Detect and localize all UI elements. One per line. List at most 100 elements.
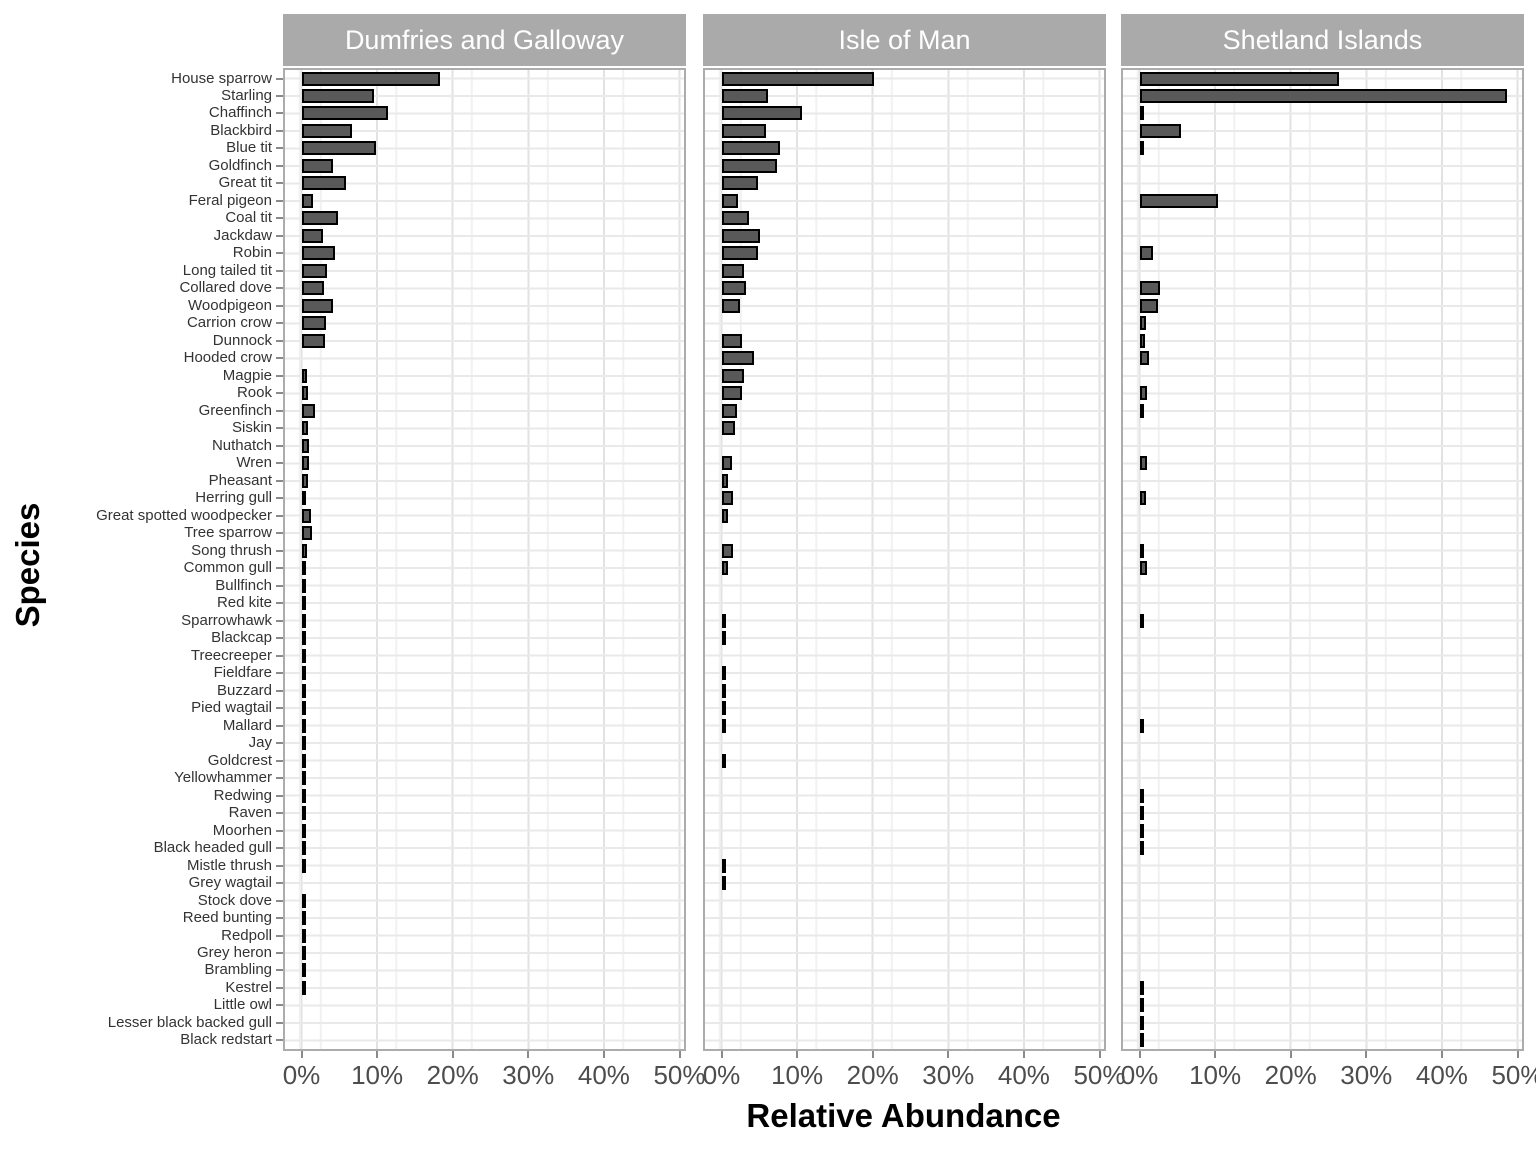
species-label: House sparrow	[171, 69, 272, 87]
species-label: Moorhen	[212, 821, 272, 839]
species-label: Redwing	[213, 786, 272, 804]
bar	[301, 596, 306, 611]
bar	[301, 508, 311, 523]
bar	[301, 141, 376, 156]
y-tick	[276, 969, 283, 972]
bar	[1139, 298, 1158, 313]
y-tick	[276, 322, 283, 325]
x-tick	[300, 1051, 303, 1058]
x-tick	[527, 1051, 530, 1058]
panel-isle-of-man	[703, 68, 1106, 1051]
species-label: Red kite	[216, 594, 272, 612]
species-label: Blackbird	[210, 121, 272, 139]
x-tick-label: 30%	[1340, 1060, 1393, 1090]
y-tick	[276, 1021, 283, 1024]
x-axis-title: Relative Abundance	[746, 1097, 1061, 1134]
bar	[301, 701, 306, 716]
species-label: Great tit	[218, 174, 272, 192]
bar	[301, 123, 353, 138]
y-tick	[276, 672, 283, 675]
bar	[301, 368, 308, 383]
y-tick	[276, 549, 283, 552]
bar	[301, 438, 309, 453]
bar	[301, 456, 310, 471]
bar	[1139, 141, 1144, 156]
bar	[721, 158, 777, 173]
y-tick	[276, 812, 283, 815]
x-tick	[1365, 1051, 1368, 1058]
y-tick	[276, 777, 283, 780]
bar	[301, 281, 325, 296]
y-tick	[276, 1039, 283, 1042]
bar	[301, 683, 306, 698]
bar	[1139, 718, 1145, 733]
species-label: Black headed gull	[153, 839, 272, 857]
bar	[1139, 561, 1147, 576]
species-label: Goldfinch	[208, 156, 272, 174]
y-tick	[276, 794, 283, 797]
species-label: Brambling	[204, 961, 272, 979]
panel-shetland-islands	[1121, 68, 1524, 1051]
bar	[721, 141, 780, 156]
bar	[1139, 543, 1144, 558]
bar	[301, 473, 309, 488]
bar	[1139, 1033, 1144, 1048]
x-tick	[1440, 1051, 1443, 1058]
bar	[721, 403, 737, 418]
bar	[301, 613, 306, 628]
bar	[1139, 246, 1153, 261]
y-tick	[276, 619, 283, 622]
bar	[1139, 403, 1144, 418]
y-tick	[276, 724, 283, 727]
bar	[721, 281, 746, 296]
species-label: Common gull	[183, 559, 272, 577]
bar	[1139, 613, 1144, 628]
species-label: Herring gull	[195, 489, 272, 507]
species-label: Great spotted woodpecker	[96, 506, 272, 524]
y-tick	[276, 199, 283, 202]
species-label: Blue tit	[226, 139, 272, 157]
bar	[1139, 193, 1219, 208]
x-tick-label: 50%	[1073, 1060, 1126, 1090]
bar	[721, 123, 767, 138]
y-tick	[276, 357, 283, 360]
bar	[301, 823, 306, 838]
y-tick	[276, 497, 283, 500]
bar	[301, 561, 306, 576]
bar	[301, 228, 323, 243]
species-label: Reed bunting	[182, 909, 272, 927]
panel-dumfries-and-galloway	[283, 68, 686, 1051]
y-tick	[276, 392, 283, 395]
bar	[301, 841, 306, 856]
bar	[721, 491, 734, 506]
species-label: Mallard	[222, 716, 272, 734]
x-tick	[1022, 1051, 1025, 1058]
species-label: Greenfinch	[198, 401, 272, 419]
y-tick	[276, 584, 283, 587]
bar	[721, 683, 726, 698]
x-tick	[1138, 1051, 1141, 1058]
species-label: Grey heron	[196, 944, 272, 961]
x-tick-label: 10%	[351, 1060, 404, 1090]
y-tick	[276, 479, 283, 482]
bar	[301, 71, 441, 86]
x-tick	[947, 1051, 950, 1058]
x-tick-label: 0%	[282, 1060, 321, 1090]
x-tick	[1214, 1051, 1217, 1058]
bar	[1139, 980, 1144, 995]
bar	[301, 263, 328, 278]
bar	[301, 543, 308, 558]
bar	[1139, 456, 1147, 471]
bar	[301, 176, 346, 191]
bar	[301, 211, 339, 226]
bar	[301, 858, 306, 873]
y-tick	[276, 287, 283, 290]
y-tick	[276, 112, 283, 115]
species-label: Blackcap	[211, 629, 272, 647]
bar	[721, 543, 734, 558]
bar	[721, 228, 760, 243]
species-label: Lesser black backed gull	[107, 1013, 272, 1031]
species-label: Yellowhammer	[174, 769, 272, 787]
bar	[301, 736, 306, 751]
bar	[1139, 71, 1339, 86]
